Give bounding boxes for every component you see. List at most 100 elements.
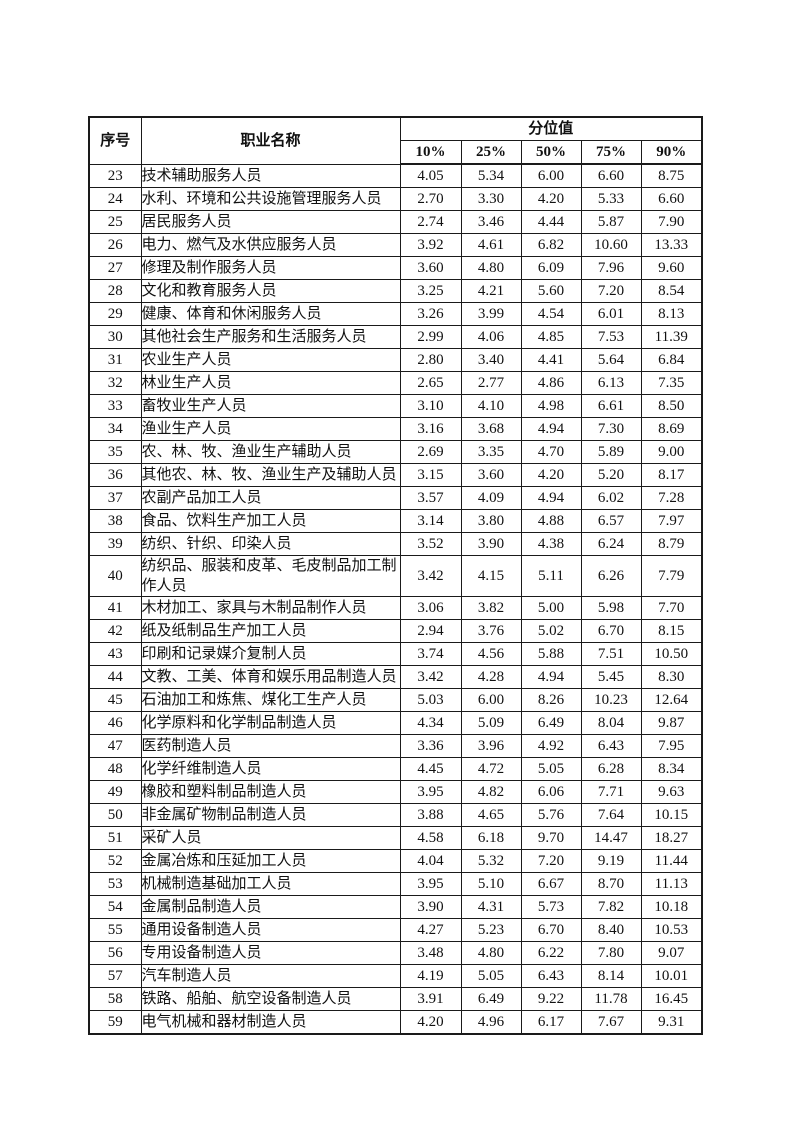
row-value: 7.96 xyxy=(580,256,642,280)
row-occupation: 渔业生产人员 xyxy=(140,417,401,441)
header-percentile: 10% xyxy=(399,140,462,165)
row-value: 3.91 xyxy=(399,987,462,1011)
row-value: 4.28 xyxy=(460,665,522,689)
row-value: 5.33 xyxy=(580,187,642,211)
row-value: 7.51 xyxy=(580,642,642,666)
row-value: 8.13 xyxy=(640,302,703,326)
row-value: 4.38 xyxy=(520,532,582,556)
row-serial: 57 xyxy=(88,964,142,988)
row-value: 7.30 xyxy=(580,417,642,441)
row-value: 4.96 xyxy=(460,1010,522,1035)
row-value: 4.10 xyxy=(460,394,522,418)
row-occupation: 机械制造基础加工人员 xyxy=(140,872,401,896)
table-row: 48 化学纤维制造人员 4.45 4.72 5.05 6.28 8.34 xyxy=(88,757,703,781)
row-occupation: 居民服务人员 xyxy=(140,210,401,234)
row-occupation: 技术辅助服务人员 xyxy=(140,163,401,188)
table-row: 51 采矿人员 4.58 6.18 9.70 14.47 18.27 xyxy=(88,826,703,850)
row-value: 5.98 xyxy=(580,596,642,620)
row-value: 8.26 xyxy=(520,688,582,712)
row-value: 2.94 xyxy=(399,619,462,643)
row-value: 5.64 xyxy=(580,348,642,372)
row-serial: 29 xyxy=(88,302,142,326)
row-occupation: 文化和教育服务人员 xyxy=(140,279,401,303)
row-value: 12.64 xyxy=(640,688,703,712)
row-occupation: 纸及纸制品生产加工人员 xyxy=(140,619,401,643)
row-value: 2.69 xyxy=(399,440,462,464)
row-value: 4.58 xyxy=(399,826,462,850)
row-value: 7.67 xyxy=(580,1010,642,1035)
row-value: 3.26 xyxy=(399,302,462,326)
row-value: 9.70 xyxy=(520,826,582,850)
row-value: 5.45 xyxy=(580,665,642,689)
table-row: 34 渔业生产人员 3.16 3.68 4.94 7.30 8.69 xyxy=(88,417,703,441)
row-value: 8.50 xyxy=(640,394,703,418)
row-value: 3.36 xyxy=(399,734,462,758)
row-value: 7.28 xyxy=(640,486,703,510)
row-value: 10.50 xyxy=(640,642,703,666)
row-occupation: 农业生产人员 xyxy=(140,348,401,372)
row-value: 4.09 xyxy=(460,486,522,510)
row-value: 5.05 xyxy=(460,964,522,988)
row-occupation: 化学原料和化学制品制造人员 xyxy=(140,711,401,735)
table-row: 27 修理及制作服务人员 3.60 4.80 6.09 7.96 9.60 xyxy=(88,256,703,280)
row-occupation: 其他社会生产服务和生活服务人员 xyxy=(140,325,401,349)
row-value: 3.52 xyxy=(399,532,462,556)
row-value: 3.15 xyxy=(399,463,462,487)
row-value: 3.95 xyxy=(399,872,462,896)
row-value: 4.61 xyxy=(460,233,522,257)
table-row: 26 电力、燃气及水供应服务人员 3.92 4.61 6.82 10.60 13.33 xyxy=(88,233,703,257)
row-value: 4.41 xyxy=(520,348,582,372)
row-value: 5.00 xyxy=(520,596,582,620)
row-value: 3.99 xyxy=(460,302,522,326)
table-row: 23 技术辅助服务人员 4.05 5.34 6.00 6.60 8.75 xyxy=(88,163,703,188)
row-value: 6.60 xyxy=(580,163,642,188)
row-value: 3.30 xyxy=(460,187,522,211)
row-value: 9.07 xyxy=(640,941,703,965)
row-value: 4.20 xyxy=(520,187,582,211)
row-value: 4.88 xyxy=(520,509,582,533)
row-value: 7.80 xyxy=(580,941,642,965)
table-row: 45 石油加工和炼焦、煤化工生产人员 5.03 6.00 8.26 10.23 12.64 xyxy=(88,688,703,712)
row-occupation: 专用设备制造人员 xyxy=(140,941,401,965)
row-serial: 48 xyxy=(88,757,142,781)
row-value: 4.80 xyxy=(460,941,522,965)
row-value: 6.82 xyxy=(520,233,582,257)
row-serial: 37 xyxy=(88,486,142,510)
row-serial: 58 xyxy=(88,987,142,1011)
row-serial: 43 xyxy=(88,642,142,666)
row-value: 8.79 xyxy=(640,532,703,556)
table-row: 58 铁路、船舶、航空设备制造人员 3.91 6.49 9.22 11.78 16.45 xyxy=(88,987,703,1011)
table-row: 55 通用设备制造人员 4.27 5.23 6.70 8.40 10.53 xyxy=(88,918,703,942)
row-value: 3.40 xyxy=(460,348,522,372)
row-serial: 50 xyxy=(88,803,142,827)
row-value: 2.70 xyxy=(399,187,462,211)
row-value: 4.27 xyxy=(399,918,462,942)
row-occupation: 金属制品制造人员 xyxy=(140,895,401,919)
table-body: 23 技术辅助服务人员 4.05 5.34 6.00 6.60 8.75 24 水利、环境和公共… xyxy=(88,163,703,1035)
row-value: 11.13 xyxy=(640,872,703,896)
row-value: 6.06 xyxy=(520,780,582,804)
row-value: 5.05 xyxy=(520,757,582,781)
row-value: 7.79 xyxy=(640,555,703,597)
row-value: 2.99 xyxy=(399,325,462,349)
row-occupation: 畜牧业生产人员 xyxy=(140,394,401,418)
header-percentile: 50% xyxy=(520,140,582,165)
row-value: 13.33 xyxy=(640,233,703,257)
row-serial: 47 xyxy=(88,734,142,758)
row-value: 3.82 xyxy=(460,596,522,620)
row-value: 7.97 xyxy=(640,509,703,533)
row-value: 6.70 xyxy=(580,619,642,643)
header-percentile: 90% xyxy=(640,140,703,165)
row-value: 5.11 xyxy=(520,555,582,597)
row-value: 5.88 xyxy=(520,642,582,666)
row-value: 10.23 xyxy=(580,688,642,712)
row-value: 4.19 xyxy=(399,964,462,988)
row-serial: 38 xyxy=(88,509,142,533)
row-occupation: 汽车制造人员 xyxy=(140,964,401,988)
row-value: 3.46 xyxy=(460,210,522,234)
row-value: 5.87 xyxy=(580,210,642,234)
row-value: 4.94 xyxy=(520,417,582,441)
table-row: 56 专用设备制造人员 3.48 4.80 6.22 7.80 9.07 xyxy=(88,941,703,965)
row-value: 7.20 xyxy=(580,279,642,303)
row-value: 9.63 xyxy=(640,780,703,804)
